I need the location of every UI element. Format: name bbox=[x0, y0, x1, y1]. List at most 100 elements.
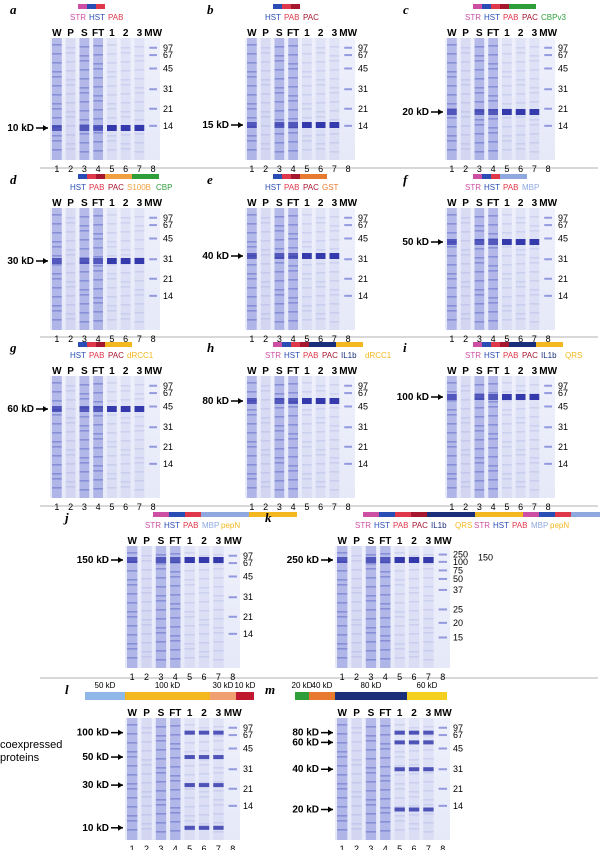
lane-number: 4 bbox=[383, 844, 388, 850]
panel-m: m 20 kD 40 kD 80 kD 60 kDW P S FT 1 2 3 MW976745312… bbox=[265, 681, 463, 850]
mw-band bbox=[149, 462, 157, 465]
background-band bbox=[141, 633, 152, 635]
tag-label: IL1b bbox=[541, 351, 557, 360]
background-band bbox=[302, 305, 312, 307]
lane-header: 1 bbox=[109, 198, 115, 209]
background-band bbox=[288, 320, 298, 322]
background-band bbox=[394, 783, 405, 785]
background-band bbox=[288, 77, 298, 79]
background-band bbox=[120, 70, 131, 72]
mw-band bbox=[344, 384, 352, 387]
lane-smear bbox=[134, 376, 145, 498]
lane-smear bbox=[474, 208, 485, 330]
lane-smear bbox=[52, 38, 62, 160]
tag-bar-segment bbox=[249, 512, 297, 517]
background-band bbox=[515, 61, 526, 63]
target-band bbox=[502, 109, 512, 115]
tag-label: PAB bbox=[89, 183, 104, 192]
background-band bbox=[515, 125, 526, 127]
background-band bbox=[134, 448, 145, 450]
gel bbox=[245, 38, 355, 160]
lane-number: 8 bbox=[151, 164, 156, 174]
background-band bbox=[351, 624, 362, 626]
band-size-label: 30 kD bbox=[7, 256, 34, 267]
background-band bbox=[141, 727, 152, 729]
lane-smear bbox=[408, 718, 420, 840]
background-band bbox=[288, 297, 298, 299]
panel-label: m bbox=[265, 682, 275, 697]
background-band bbox=[529, 489, 540, 491]
background-band bbox=[65, 70, 76, 72]
background-band bbox=[198, 610, 210, 612]
arrow-head bbox=[43, 258, 48, 264]
background-band bbox=[274, 294, 285, 296]
background-band bbox=[213, 600, 224, 602]
mw-label: 45 bbox=[453, 744, 463, 754]
background-band bbox=[213, 650, 224, 652]
background-band bbox=[502, 446, 512, 448]
background-band bbox=[247, 232, 257, 234]
mw-label: 21 bbox=[358, 104, 368, 114]
background-band bbox=[198, 782, 210, 784]
background-band bbox=[184, 643, 195, 645]
mw-label: 97 bbox=[358, 381, 368, 391]
background-band bbox=[337, 797, 348, 799]
background-band bbox=[247, 53, 257, 55]
background-band bbox=[365, 586, 377, 588]
gel bbox=[125, 546, 240, 668]
background-band bbox=[274, 216, 285, 218]
background-band bbox=[365, 563, 377, 565]
lane-smear bbox=[141, 718, 152, 840]
mw-label: 31 bbox=[243, 592, 253, 602]
background-band bbox=[329, 321, 340, 323]
background-band bbox=[127, 584, 138, 586]
lane-smear bbox=[488, 38, 498, 160]
tag-label: PAB bbox=[284, 13, 299, 22]
background-band bbox=[460, 263, 471, 265]
background-band bbox=[247, 278, 257, 280]
background-band bbox=[423, 554, 434, 556]
lane-number: 2 bbox=[463, 502, 468, 512]
target-band bbox=[408, 730, 420, 735]
background-band bbox=[351, 555, 362, 557]
tag-label: STR bbox=[474, 521, 490, 530]
background-band bbox=[120, 390, 131, 392]
background-band bbox=[155, 586, 167, 588]
lane-header: MW bbox=[224, 708, 242, 719]
lane-number: 3 bbox=[277, 502, 282, 512]
background-band bbox=[351, 587, 362, 589]
tag-label: IL1b bbox=[341, 351, 357, 360]
background-band bbox=[460, 231, 471, 233]
segment-bar bbox=[125, 692, 210, 700]
lane-header: S bbox=[368, 708, 375, 719]
background-band bbox=[93, 302, 103, 304]
lane-header: P bbox=[353, 708, 360, 719]
background-band bbox=[423, 804, 434, 806]
background-band bbox=[274, 393, 285, 395]
background-band bbox=[247, 446, 257, 448]
background-band bbox=[155, 822, 167, 824]
mw-band bbox=[344, 224, 352, 227]
background-band bbox=[515, 440, 526, 442]
background-band bbox=[65, 111, 76, 113]
lane-number: 6 bbox=[518, 334, 523, 344]
background-band bbox=[52, 305, 62, 307]
background-band bbox=[315, 281, 326, 283]
background-band bbox=[247, 71, 257, 73]
tag-bar-segment bbox=[509, 342, 536, 347]
background-band bbox=[260, 263, 271, 265]
background-band bbox=[529, 384, 540, 386]
lane-number: 2 bbox=[144, 672, 149, 682]
background-band bbox=[365, 749, 377, 751]
target-band bbox=[394, 557, 405, 563]
target-band bbox=[198, 783, 210, 788]
lane-number: 5 bbox=[397, 672, 402, 682]
lane-header: FT bbox=[487, 366, 499, 377]
background-band bbox=[460, 318, 471, 320]
mw-band bbox=[149, 384, 157, 387]
mw-band bbox=[344, 124, 352, 127]
background-band bbox=[93, 247, 103, 249]
background-band bbox=[515, 463, 526, 465]
mw-band bbox=[544, 107, 552, 110]
background-band bbox=[365, 595, 377, 597]
